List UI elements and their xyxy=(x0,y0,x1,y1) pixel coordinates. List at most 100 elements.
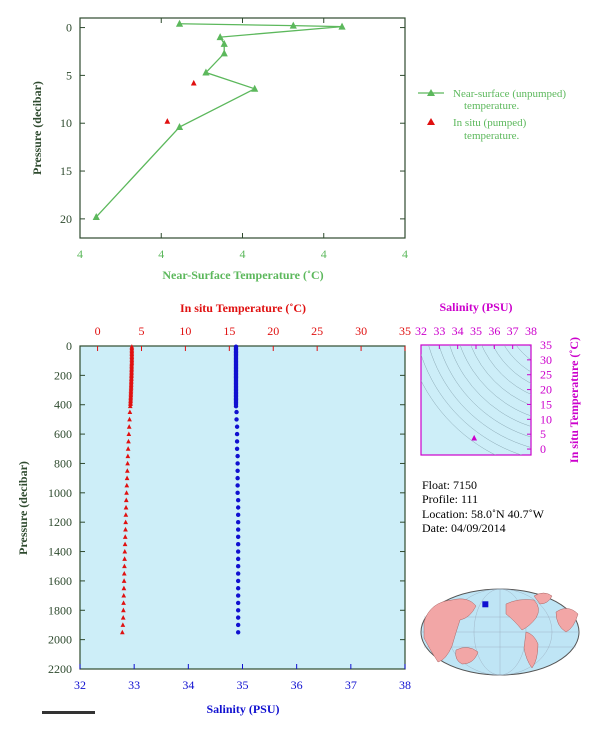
profile-temperature-point xyxy=(121,592,127,598)
profile-salinity-point xyxy=(234,439,240,444)
near-surface-x-tick-label: 4 xyxy=(77,247,83,261)
profile-salinity-point xyxy=(235,461,240,466)
profile-salinity-point xyxy=(234,446,240,451)
profile-y-tick-label: 600 xyxy=(54,427,72,441)
near-surface-x-axis: 4 4 4 4 4 xyxy=(77,18,408,261)
profile-salinity-point xyxy=(234,417,239,422)
profile-temperature-point xyxy=(126,431,132,437)
ts-x-tick-label: 32 xyxy=(415,324,427,338)
near-surface-unpumped-point xyxy=(338,22,346,30)
profile-axes: 0200400600800100012001400160018002000220… xyxy=(48,324,411,692)
profile-y-tick-label: 0 xyxy=(66,339,72,353)
profile-temperature-point xyxy=(122,556,127,561)
ts-y-tick-label: 25 xyxy=(540,368,552,382)
profile-temperature-point xyxy=(122,563,127,569)
ts-y-tick-label: 0 xyxy=(540,442,546,456)
profile-temperature-point xyxy=(125,453,131,459)
near-surface-x-tick-label: 4 xyxy=(402,247,408,261)
profile-salinity-point xyxy=(235,615,241,620)
profile-salinity-point xyxy=(234,409,239,415)
legend: Near-surface (unpumped) temperature. In … xyxy=(418,88,566,142)
near-surface-x-tick-label: 4 xyxy=(321,247,327,261)
profile-temperature-point xyxy=(124,475,130,481)
near-surface-x-tick-label: 4 xyxy=(240,247,246,261)
profile-temperature-point xyxy=(123,526,128,532)
profile-salinity-point xyxy=(235,600,241,606)
near-surface-pumped-point xyxy=(190,79,197,86)
ts-y-tick-label: 15 xyxy=(540,397,552,411)
legend-unpumped-label-1: Near-surface (unpumped) xyxy=(453,88,566,100)
profile-y-label: Pressure (decibar) xyxy=(16,461,30,555)
near-surface-y-tick-label: 5 xyxy=(66,68,72,82)
profile-salinity-point xyxy=(235,512,241,518)
ts-y-tick-label: 5 xyxy=(540,427,546,441)
near-surface-y-axis: 0 5 10 15 20 xyxy=(60,21,405,226)
profile-bottom-tick-label: 37 xyxy=(345,678,357,692)
profile-salinity-point xyxy=(235,549,241,554)
float-id: Float: 7150 xyxy=(422,478,477,492)
profile-temperature-point xyxy=(122,541,128,547)
profile-y-tick-label: 1000 xyxy=(48,486,72,500)
world-map xyxy=(420,588,580,676)
footer-stamp xyxy=(42,711,95,714)
legend-unpumped-label-2: temperature. xyxy=(464,100,520,112)
profile-salinity-point xyxy=(235,571,241,576)
profile-temperature-point xyxy=(121,607,126,613)
near-surface-x-tick-label: 4 xyxy=(158,247,164,261)
profile-temperature-point xyxy=(125,446,131,451)
ts-title: Salinity (PSU) xyxy=(439,300,512,314)
profile-salinity-point xyxy=(235,475,240,481)
near-surface-unpumped-line xyxy=(95,23,343,218)
near-surface-y-label: Pressure (decibar) xyxy=(30,81,44,175)
profile-temperature-point xyxy=(127,403,133,409)
float-info: Float: 7150 Profile: 111 Location: 58.0˚… xyxy=(422,478,545,535)
legend-pumped-marker xyxy=(427,118,435,125)
profile-temperature-point xyxy=(121,570,127,576)
ts-x-tick-label: 38 xyxy=(525,324,537,338)
profile-salinity-point xyxy=(234,424,240,429)
profile-y-tick-label: 400 xyxy=(54,398,72,412)
ts-x-tick-label: 34 xyxy=(452,324,464,338)
profile-salinity-point xyxy=(235,630,241,635)
float-location: Location: 58.0˚N 40.7˚W xyxy=(422,507,545,521)
profile-salinity-point xyxy=(235,497,241,503)
profile-salinity-point xyxy=(235,527,241,532)
legend-pumped-label-1: In situ (pumped) xyxy=(453,117,527,129)
profile-temperature-point xyxy=(125,468,130,473)
near-surface-y-tick-label: 20 xyxy=(60,212,72,226)
profile-temperature-point xyxy=(126,424,132,429)
profile-y-tick-label: 1600 xyxy=(48,574,72,588)
profile-temperature-point xyxy=(123,497,129,503)
ts-y-tick-label: 30 xyxy=(540,353,552,367)
near-surface-unpumped-point xyxy=(220,49,228,57)
near-surface-y-tick-label: 10 xyxy=(60,116,72,130)
profile-top-tick-label: 0 xyxy=(95,324,101,338)
ts-density-contour xyxy=(543,277,599,333)
profile-temperature-point xyxy=(123,519,129,525)
ts-x-tick-label: 35 xyxy=(470,324,482,338)
profile-salinity-point xyxy=(233,403,239,409)
profile-bottom-tick-label: 36 xyxy=(291,678,303,692)
profile-salinity-point xyxy=(235,505,241,510)
profile-salinity-point xyxy=(235,468,240,473)
profile-salinity-point xyxy=(235,586,241,591)
profile-y-tick-label: 1800 xyxy=(48,603,72,617)
profile-temperature-point xyxy=(126,438,131,444)
profile-salinity-point xyxy=(235,519,241,525)
profile-y-tick-label: 1400 xyxy=(48,545,72,559)
near-surface-marks xyxy=(92,19,346,220)
ts-density-contour xyxy=(553,287,589,323)
profile-top-tick-label: 10 xyxy=(179,324,191,338)
profile-salinity-point xyxy=(235,483,240,488)
profile-salinity-point xyxy=(235,593,241,598)
near-surface-unpumped-point xyxy=(92,212,100,220)
legend-pumped-label-2: temperature. xyxy=(464,130,520,142)
profile-top-tick-label: 30 xyxy=(355,324,367,338)
profile-temperature-point xyxy=(121,578,127,583)
near-surface-unpumped-point xyxy=(251,84,259,92)
profile-salinity-point xyxy=(235,490,240,496)
near-surface-plot-frame xyxy=(79,17,406,239)
profile-bottom-tick-label: 32 xyxy=(74,678,86,692)
